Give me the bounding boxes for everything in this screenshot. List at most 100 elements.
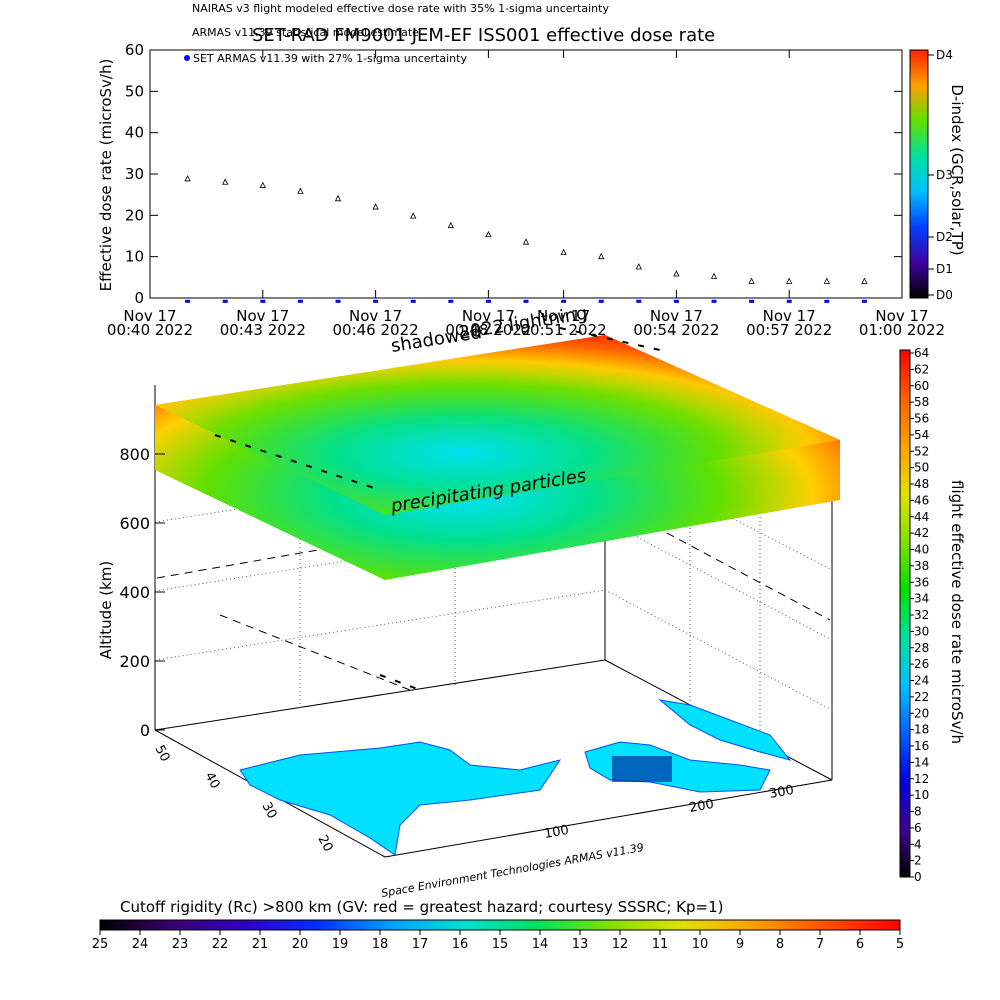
set-armas-point xyxy=(260,299,266,303)
set-armas-point xyxy=(297,299,303,303)
altitude-axis-title: Altitude (km) xyxy=(97,561,115,659)
d-index-colorbar-ticks: D4 D3 D2 D1 D0 xyxy=(928,48,953,302)
top-x-tick-date: Nov 17 xyxy=(349,307,402,325)
dose-tick-label: 8 xyxy=(914,805,922,819)
dose-tick-label: 50 xyxy=(914,461,929,475)
top-y-axis: 0 10 20 30 40 50 60 xyxy=(125,41,902,307)
nairas-point xyxy=(861,277,868,284)
legend-set-armas-marker xyxy=(184,55,190,61)
top-y-tick-label: 0 xyxy=(134,289,144,307)
set-armas-point xyxy=(373,299,379,303)
dose-colorbar-ticks: 6462605856545250484644424038363432302826… xyxy=(910,346,929,884)
set-armas-point xyxy=(636,299,642,303)
rigidity-tick-label: 13 xyxy=(572,937,589,952)
altitude-tick-label: 600 xyxy=(119,514,150,533)
nairas-point xyxy=(598,252,605,260)
3d-y-axis-ticks: 50 40 30 20 xyxy=(151,743,335,855)
dose-tick-label: 54 xyxy=(914,428,929,442)
rigidity-colorbar xyxy=(99,919,901,931)
shell-top xyxy=(155,335,840,515)
nairas-point xyxy=(222,178,229,185)
rigidity-tick-label: 16 xyxy=(452,937,469,952)
nairas-point xyxy=(673,270,680,277)
top-x-tick-time: 00:51 2022 xyxy=(521,321,607,339)
dose-tick-label: 52 xyxy=(914,444,929,458)
nairas-point xyxy=(823,277,830,284)
dose-tick-label: 16 xyxy=(914,739,929,753)
dose-tick-label: 64 xyxy=(914,346,929,360)
set-armas-point xyxy=(561,299,567,303)
dose-time-series-panel: NAIRAS v3 flight modeled effective dose … xyxy=(97,2,966,339)
3d-x-tick-label: 200 xyxy=(688,797,715,816)
d-index-colorbar xyxy=(909,49,929,299)
d-index-tick-label: D2 xyxy=(936,230,953,244)
d-index-tick-label: D4 xyxy=(936,48,953,62)
set-armas-point xyxy=(185,299,191,303)
legend-armas-model-label: ARMAS v11.39 statistical model estimate xyxy=(192,26,419,39)
rigidity-tick-label: 15 xyxy=(492,937,509,952)
d-index-colorbar-title: D-index (GCR,solar,TP) xyxy=(948,84,966,255)
top-data-points xyxy=(184,175,868,303)
nairas-point xyxy=(710,272,718,279)
dose-colorbar xyxy=(899,349,911,878)
top-x-tick-date: Nov 17 xyxy=(236,307,289,325)
map-landmass-north xyxy=(658,699,792,761)
top-y-axis-title: Effective dose rate (microSv/h) xyxy=(97,59,115,292)
top-y-tick-label: 30 xyxy=(125,165,144,183)
top-x-tick-date: Nov 17 xyxy=(123,307,176,325)
rigidity-tick-label: 9 xyxy=(736,937,744,952)
credit-text: Space Environment Technologies ARMAS v11… xyxy=(380,841,645,900)
top-x-tick-date: Nov 17 xyxy=(462,307,515,325)
top-x-tick-time: 00:57 2022 xyxy=(746,321,832,339)
nairas-point xyxy=(786,277,793,284)
dose-tick-label: 10 xyxy=(914,788,929,802)
dose-tick-label: 48 xyxy=(914,477,929,491)
altitude-tick-label: 800 xyxy=(119,445,150,464)
dose-tick-label: 62 xyxy=(914,362,929,376)
dose-tick-label: 36 xyxy=(914,575,929,589)
shell-track-marks xyxy=(214,327,661,691)
top-y-tick-label: 60 xyxy=(125,41,144,59)
altitude-tick-label: 200 xyxy=(119,652,150,671)
dose-tick-label: 60 xyxy=(914,379,929,393)
rigidity-tick-label: 25 xyxy=(92,937,109,952)
rigidity-tick-label: 19 xyxy=(332,937,349,952)
dose-tick-label: 20 xyxy=(914,706,929,720)
dose-tick-label: 14 xyxy=(914,755,929,769)
dose-tick-label: 6 xyxy=(914,821,922,835)
altitude-axis: 0 200 400 600 800 xyxy=(119,445,165,740)
top-x-tick-date: Nov 17 xyxy=(537,307,590,325)
nairas-point xyxy=(259,181,266,188)
set-armas-point xyxy=(673,299,679,303)
set-armas-point xyxy=(711,299,717,303)
rigidity-tick-label: 18 xyxy=(372,937,389,952)
top-plot-frame xyxy=(149,49,903,299)
3d-y-tick-label: 20 xyxy=(314,833,335,855)
nairas-point xyxy=(334,194,342,202)
top-y-tick-label: 10 xyxy=(125,248,144,266)
legend-nairas-label: NAIRAS v3 flight modeled effective dose … xyxy=(192,2,609,15)
legend-set-armas-label: SET ARMAS v11.39 with 27% 1-sigma uncert… xyxy=(193,52,467,65)
dose-tick-label: 28 xyxy=(914,641,929,655)
3d-x-tick-label: 100 xyxy=(543,823,570,842)
dose-tick-label: 56 xyxy=(914,412,929,426)
top-x-tick-date: Nov 17 xyxy=(650,307,703,325)
rigidity-tick-label: 12 xyxy=(612,937,629,952)
rigidity-tick-label: 24 xyxy=(132,937,149,952)
set-armas-point xyxy=(749,299,755,303)
dose-shell-surface xyxy=(155,335,840,580)
set-armas-point xyxy=(523,299,529,303)
set-armas-point xyxy=(861,299,867,303)
set-armas-point xyxy=(448,299,454,303)
dose-tick-label: 46 xyxy=(914,493,929,507)
rigidity-tick-label: 10 xyxy=(692,937,709,952)
dose-tick-label: 24 xyxy=(914,674,929,688)
dose-tick-label: 2 xyxy=(914,854,922,868)
nairas-point xyxy=(372,203,379,210)
dose-tick-label: 58 xyxy=(914,395,929,409)
set-armas-point xyxy=(786,299,792,303)
cutoff-rigidity-panel: Cutoff rigidity (Rc) >800 km (GV: red = … xyxy=(92,898,904,952)
dose-tick-label: 22 xyxy=(914,690,929,704)
3d-y-tick-label: 30 xyxy=(258,800,279,822)
